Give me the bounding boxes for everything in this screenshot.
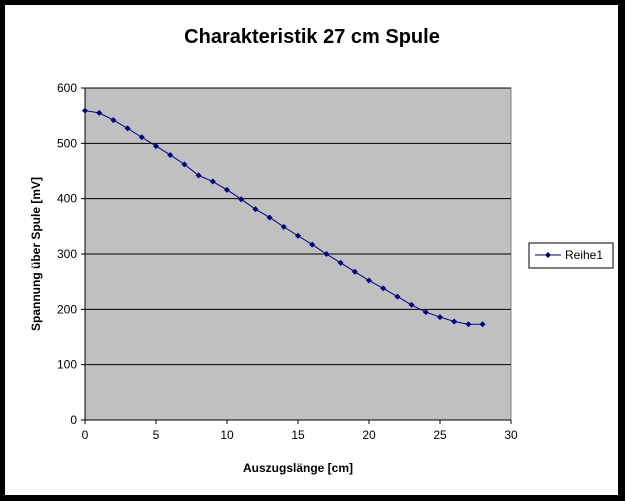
data-point bbox=[351, 268, 358, 275]
data-point bbox=[224, 186, 230, 193]
chart-window: Charakteristik 27 cm Spule 0 100 200 300 400… bbox=[4, 4, 619, 496]
data-point bbox=[209, 178, 216, 185]
series-layer bbox=[82, 107, 486, 328]
data-point bbox=[252, 206, 259, 213]
y-tick-label-100: 100 bbox=[57, 358, 77, 372]
y-tick-label-400: 400 bbox=[57, 192, 77, 206]
y-tick-label-300: 300 bbox=[57, 247, 77, 261]
data-point bbox=[124, 125, 131, 132]
data-point bbox=[408, 301, 415, 308]
data-point bbox=[394, 293, 401, 300]
x-tick-label-0: 0 bbox=[82, 428, 89, 442]
data-point bbox=[110, 117, 117, 124]
legend-label-reihe1: Reihe1 bbox=[565, 248, 603, 262]
data-point bbox=[295, 232, 301, 239]
data-point bbox=[465, 321, 472, 328]
x-tick-label-25: 25 bbox=[433, 428, 447, 442]
data-point bbox=[153, 143, 159, 150]
y-axis-title: Spannung über Spule [mV] bbox=[29, 177, 43, 331]
data-point bbox=[323, 251, 330, 257]
chart-title: Charakteristik 27 cm Spule bbox=[184, 26, 440, 48]
data-point bbox=[82, 107, 88, 114]
axes: 0 100 200 300 400 500 600 0 5 10 15 20 25 30 bbox=[57, 81, 518, 442]
x-tick-label-5: 5 bbox=[153, 428, 160, 442]
data-point bbox=[422, 309, 429, 316]
data-point bbox=[366, 277, 372, 284]
data-point bbox=[451, 318, 458, 325]
x-tick-label-15: 15 bbox=[291, 428, 305, 442]
x-axis-title: Auszugslänge [cm] bbox=[243, 461, 353, 475]
data-point bbox=[479, 321, 486, 328]
data-point bbox=[138, 134, 145, 141]
data-point bbox=[337, 259, 344, 266]
y-tick-label-200: 200 bbox=[57, 302, 77, 316]
data-point bbox=[181, 161, 188, 168]
legend-marker-reihe1 bbox=[545, 252, 551, 258]
x-tick-label-20: 20 bbox=[362, 428, 376, 442]
data-point bbox=[380, 285, 387, 292]
data-point bbox=[238, 196, 245, 203]
data-point bbox=[167, 151, 174, 158]
data-point bbox=[266, 214, 273, 221]
y-tick-label-600: 600 bbox=[57, 81, 77, 95]
data-point bbox=[309, 241, 316, 248]
x-tick-label-10: 10 bbox=[220, 428, 234, 442]
chart: Charakteristik 27 cm Spule 0100200300400… bbox=[29, 26, 614, 475]
data-point bbox=[280, 223, 287, 230]
data-point bbox=[437, 314, 443, 321]
y-tick-label-500: 500 bbox=[57, 136, 77, 150]
data-point bbox=[96, 109, 103, 116]
x-tick-label-30: 30 bbox=[504, 428, 518, 442]
legend: Reihe1 bbox=[528, 242, 614, 269]
y-tick-label-0: 0 bbox=[70, 413, 77, 427]
data-point bbox=[195, 172, 202, 179]
